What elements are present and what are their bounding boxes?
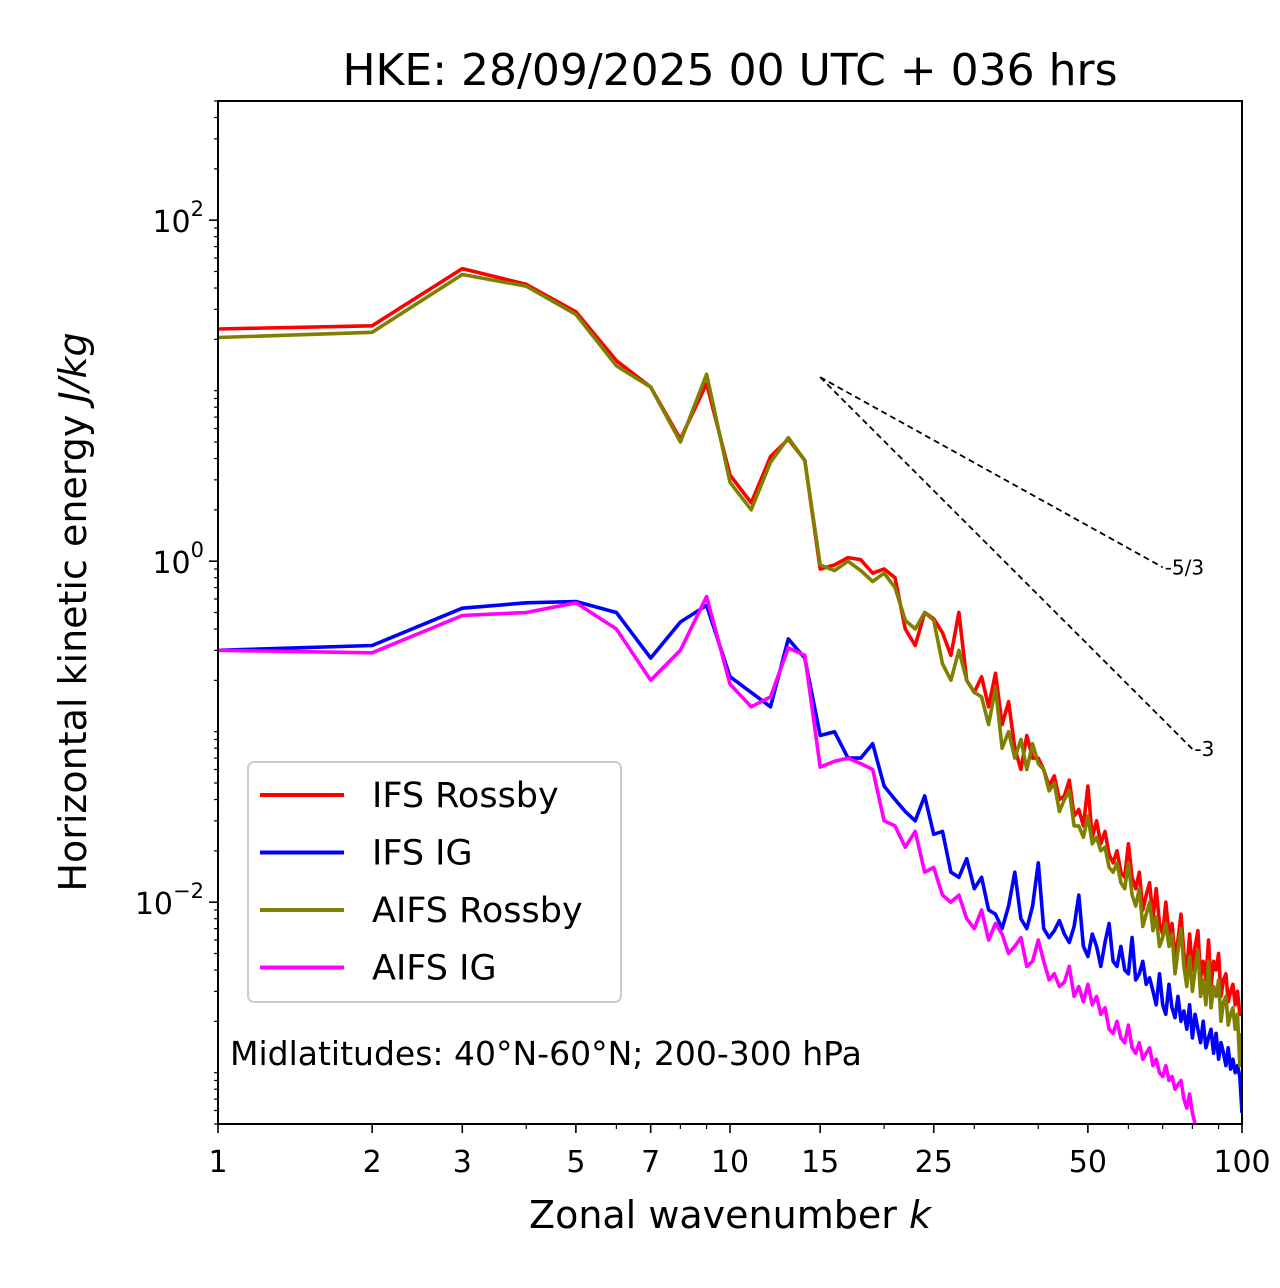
series-layer: [218, 266, 1242, 1124]
y-axis-label: Horizontal kinetic energy J/kg: [51, 332, 95, 891]
series-line-ifs-ig: [218, 599, 1242, 1114]
reference-line: [819, 376, 1194, 750]
x-tick-label: 2: [363, 1145, 382, 1180]
series-line-aifs-ig: [218, 594, 1198, 1124]
reference-line: [819, 376, 1164, 569]
legend: IFS Rossby IFS IG AIFS Rossby AIFS IG: [247, 761, 622, 1003]
legend-label: IFS Rossby: [372, 776, 559, 816]
x-axis-ticks: 1 2 3 5 7 10 15 25 50 100: [208, 1124, 1271, 1180]
legend-label: AIFS IG: [372, 949, 497, 989]
region-annotation: Midlatitudes: 40°N-60°N; 200-300 hPa: [230, 1034, 862, 1073]
plot-frame: [217, 100, 1243, 1125]
x-tick-label: 100: [1213, 1145, 1270, 1180]
x-tick-label: 50: [1069, 1145, 1107, 1180]
chart-title: HKE: 28/09/2025 00 UTC + 036 hrs: [342, 45, 1117, 96]
x-tick-label: 15: [801, 1145, 839, 1180]
x-axis-label: Zonal wavenumber k: [529, 1193, 933, 1237]
x-tick-label: 10: [711, 1145, 749, 1180]
legend-box: [247, 761, 622, 1003]
x-tick-label: 1: [208, 1145, 227, 1180]
x-tick-label: 3: [453, 1145, 472, 1180]
reference-lines: -5/3 -3: [819, 376, 1214, 761]
x-tick-label: 5: [566, 1145, 585, 1180]
y-tick-label: 10−2: [135, 879, 204, 922]
reference-line-label: -3: [1194, 737, 1214, 761]
x-tick-label: 7: [641, 1145, 660, 1180]
x-tick-label: 25: [915, 1145, 953, 1180]
y-tick-label: 100: [152, 538, 204, 581]
legend-label: IFS IG: [372, 834, 473, 874]
legend-label: AIFS Rossby: [372, 891, 583, 931]
series-line-aifs-rossby: [218, 272, 1242, 1068]
y-axis-ticks: 10−2 100 102: [135, 197, 218, 922]
reference-line-label: -5/3: [1165, 555, 1204, 579]
y-tick-label: 102: [152, 197, 204, 240]
series-line-ifs-rossby: [218, 266, 1242, 1017]
